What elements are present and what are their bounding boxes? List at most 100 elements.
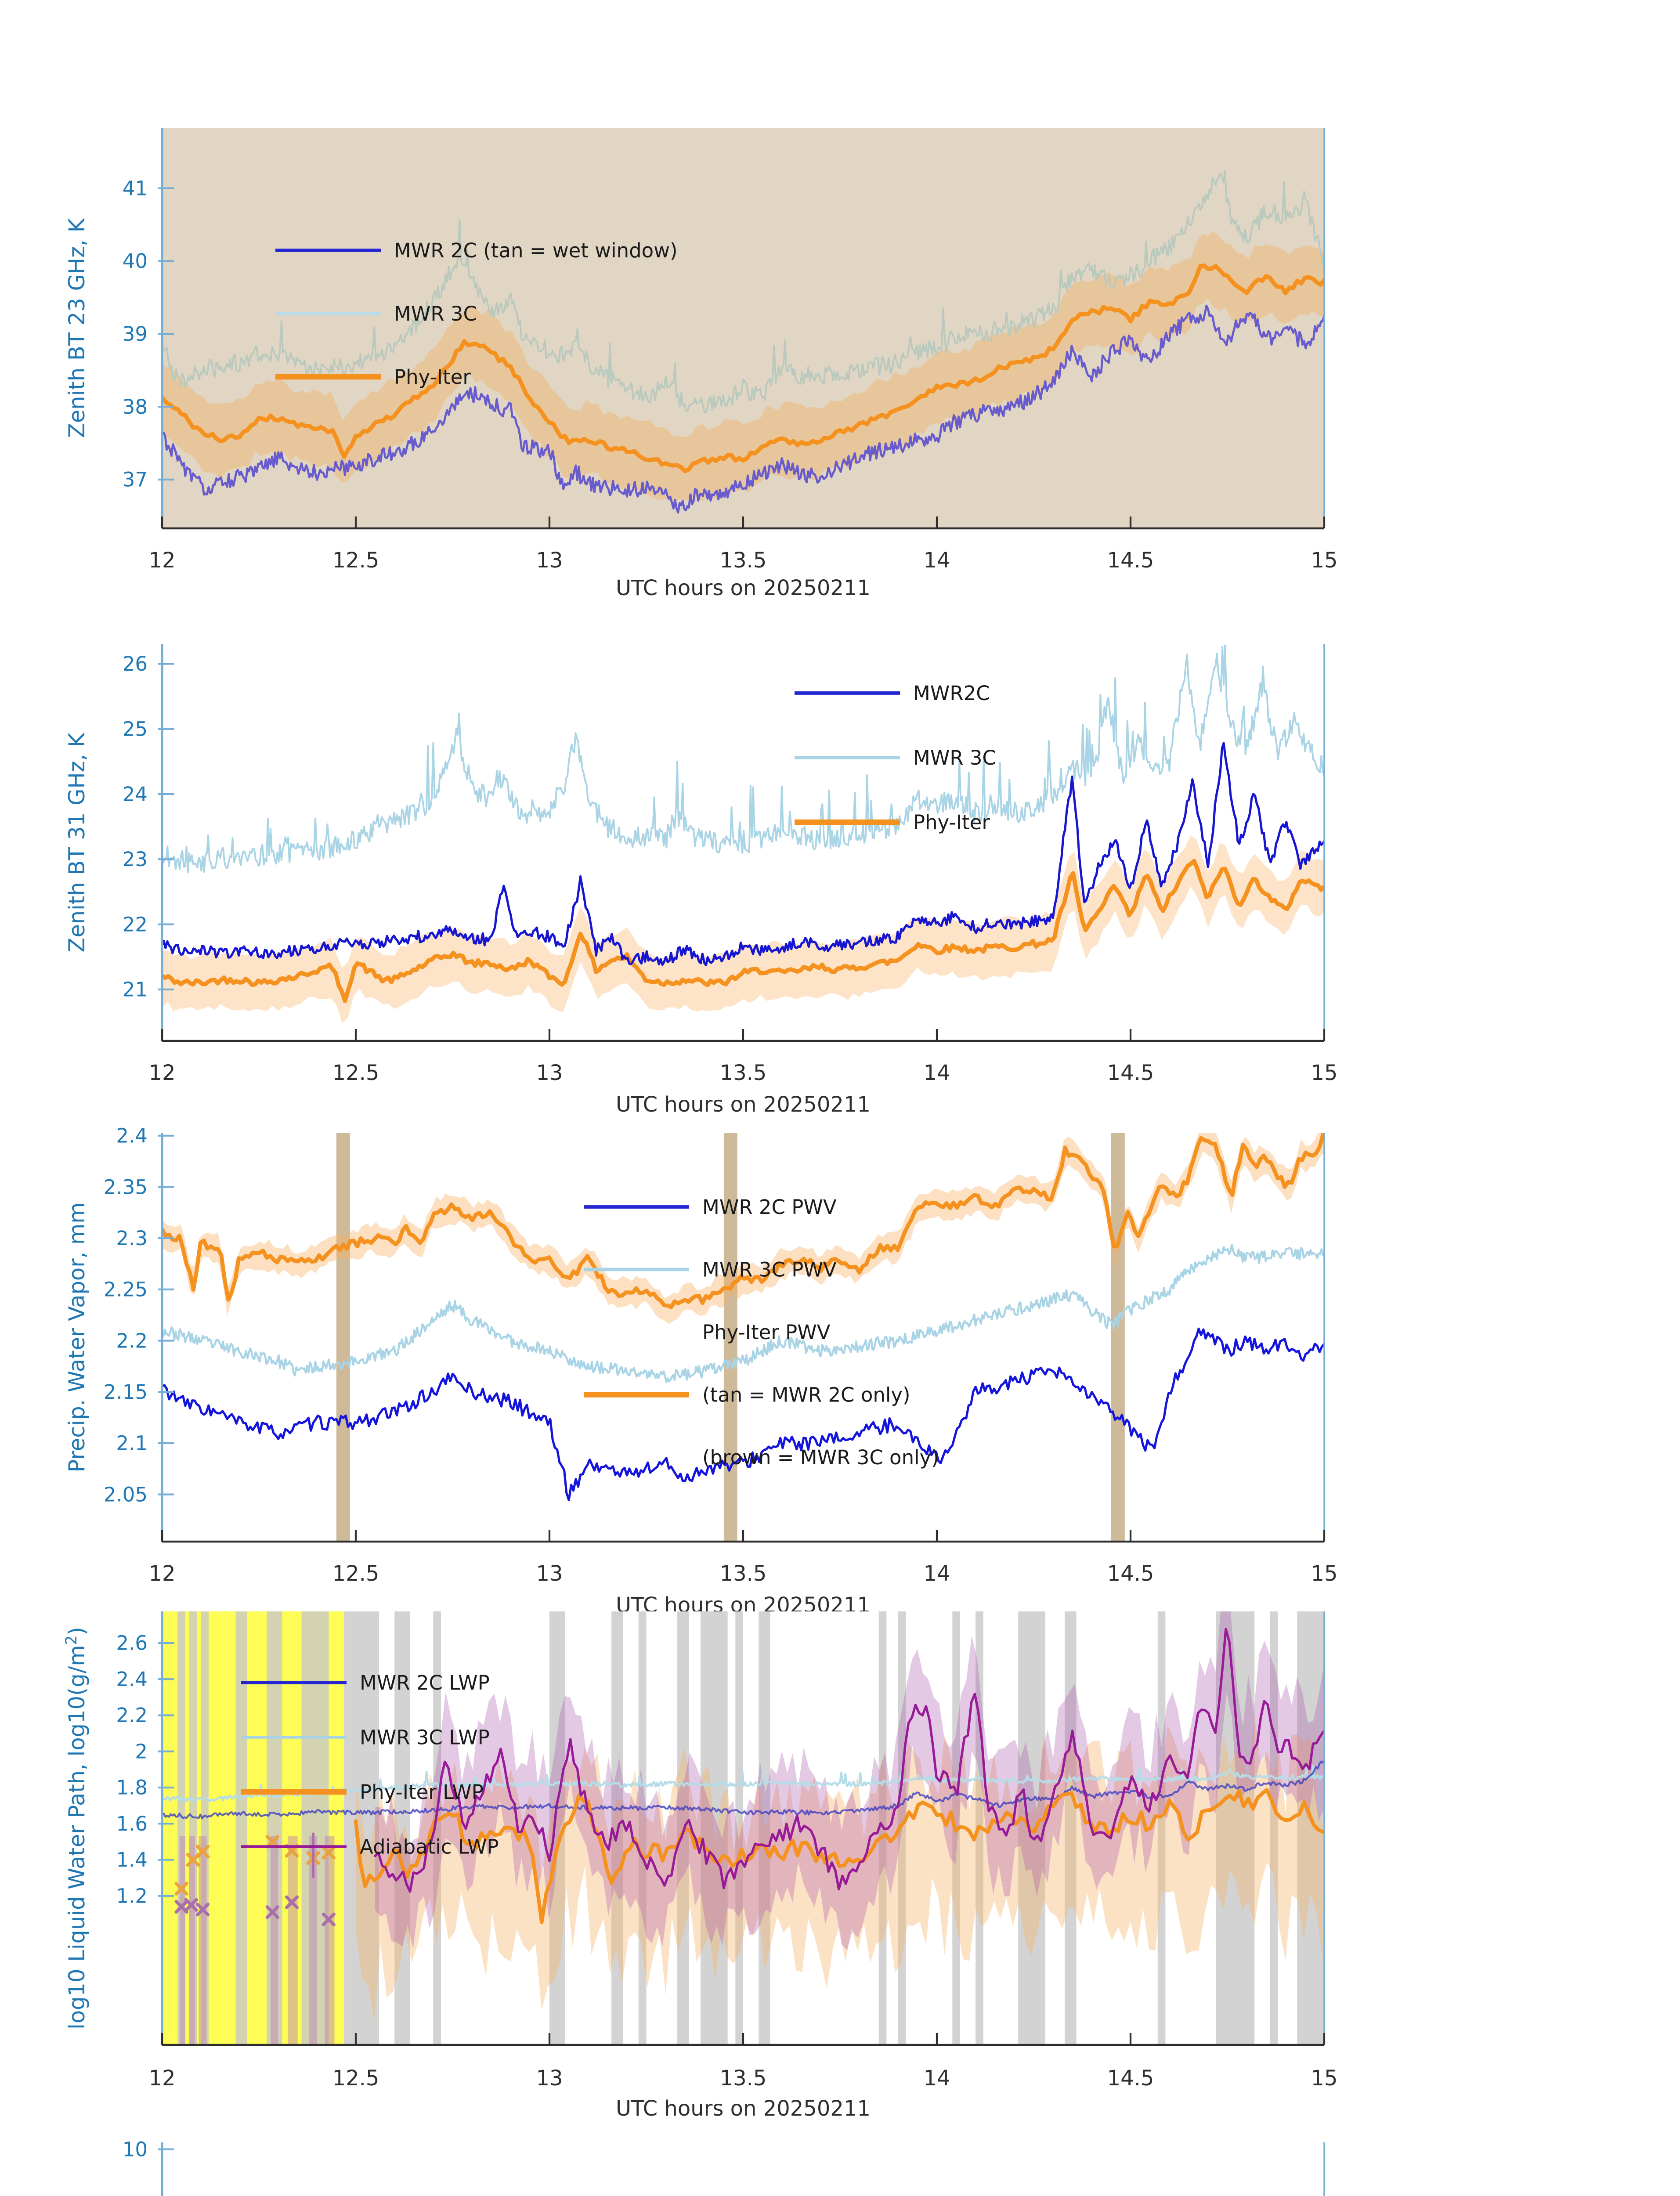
series-MWR2C [162,742,1324,967]
x-marker [196,1902,210,1917]
x-axis-label: UTC hours on 20250211 [616,576,871,600]
background-band [336,1133,350,1542]
y-tick-label: 2.4 [116,1124,148,1148]
y-tick-label: 24 [123,783,148,806]
background-band [189,1836,195,2044]
x-tick-label: 14 [923,548,950,573]
background-band [1018,1611,1045,2045]
series-MWR 2C [162,304,1324,514]
y-tick-label: 25 [123,718,148,741]
y-tick-label: 40 [123,249,148,273]
y-tick-label: 41 [123,177,148,200]
y-tick-label: 2.1 [116,1432,148,1455]
band-phy-iter-band [162,835,1324,1023]
plot-area [162,1133,1324,1542]
x-marker [322,1846,336,1860]
legend-label: MWR 2C PWV [702,1196,837,1219]
x-axis-label: UTC hours on 20250211 [616,2096,871,2121]
x-axis-label: UTC hours on 20250211 [616,1092,871,1117]
series-MWR 3C PWV [162,1243,1324,1383]
y-axis-label: Precip. Water Vapor, mm [64,1203,90,1473]
series-MWR 2C PWV [162,1327,1324,1502]
y-tick-label: 2.25 [104,1278,148,1301]
x-tick-label: 13 [536,548,563,573]
series-Phy-Iter PWV [162,1133,1324,1309]
x-tick-label: 13 [536,2066,563,2091]
x-tick-label: 13.5 [720,1561,767,1586]
series-MWR 3C [162,170,1324,413]
background-band [199,1836,207,2044]
y-tick-label: 23 [123,848,148,871]
y-tick-label: 2.2 [116,1704,148,1727]
background-band [288,1836,298,2044]
x-marker [196,1845,210,1859]
x-tick-label: 12 [148,548,175,573]
background-band [638,1611,647,2045]
legend-label: Phy-Iter [394,365,471,389]
background-band [309,1836,317,2044]
chart-1: 21 22 23 24 25 26 12 12.5 13 13.5 14 14.5 15 Zenith B… [64,644,1338,1117]
plot-area [162,2142,1324,2196]
x-tick-label: 14 [923,1561,950,1586]
legend-label: (tan = MWR 2C only) [702,1383,910,1406]
legend-label: MWR 3C [913,746,996,769]
y-tick-label: 1.2 [116,1884,148,1907]
y-tick-label: 2.2 [116,1329,148,1352]
y-tick-label: 26 [123,652,148,675]
series-MWR 2C LWP [162,1758,1324,1820]
x-marker [184,1898,198,1912]
y-tick-label: 2.35 [104,1175,148,1199]
series-Phy-Iter LWP [354,1788,1324,1924]
y-tick-label: 38 [123,395,148,419]
y-tick-label: 2.15 [104,1380,148,1404]
legend-label: Adiabatic LWP [360,1835,499,1858]
background-band [735,1611,743,2045]
x-tick-label: 15 [1311,1061,1337,1085]
background-band [1270,1611,1278,2045]
band-phy-iter-pwv-band [162,1133,1324,1324]
y-tick-label: 2.4 [116,1668,148,1691]
x-tick-label: 13.5 [720,1061,767,1085]
legend-label: Phy-Iter LWP [360,1781,484,1804]
y-tick-label: 2.3 [116,1227,148,1250]
x-tick-label: 12.5 [332,2066,379,2091]
y-tick-label: 22 [123,913,148,936]
background-band [700,1611,728,2045]
background-band [723,1133,737,1542]
y-tick-label: 21 [123,978,148,1001]
legend-label: (brown = MWR 3C only) [702,1446,939,1469]
legend: MWR 2C PWV MWR 3C PWV Phy-Iter PWV (tan = M… [584,1196,939,1469]
background-band [177,1611,185,2045]
background-band [1157,1611,1166,2045]
x-tick-label: 12.5 [332,1061,379,1085]
background-band [270,1836,278,2044]
legend-label: MWR 2C LWP [360,1671,490,1694]
y-axis-label: log10 Liquid Water Path, log10(g/m2) [63,1627,90,2030]
band-adiabatic-band [375,1611,1324,1950]
background-band [325,1836,335,2044]
x-tick-label: 13 [536,1061,563,1085]
y-tick-label: 37 [123,468,148,491]
x-tick-label: 12 [148,1061,175,1085]
y-tick-label: 10 [123,2138,148,2161]
x-tick-label: 12.5 [332,1561,379,1586]
series-Phy-Iter [162,264,1324,473]
legend-label: MWR 3C PWV [702,1258,837,1281]
y-tick-label: 1.4 [116,1848,148,1871]
x-tick-label: 14 [923,1061,950,1085]
x-marker [174,1882,188,1896]
legend-label: Phy-Iter [913,811,990,834]
legend-label: MWR 3C LWP [360,1726,490,1749]
x-marker [265,1905,279,1919]
y-axis-label: Zenith BT 31 GHz, K [64,732,90,953]
legend: MWR 2C LWP MWR 3C LWP Phy-Iter LWP Adiabati… [241,1671,499,1858]
legend: MWR2C MWR 3C Phy-Iter [795,682,996,834]
legend-label: MWR 3C [394,302,477,325]
x-tick-label: 13.5 [720,548,767,573]
series-Phy-Iter [162,859,1324,1003]
background-band [235,1611,248,2045]
x-tick-label: 14.5 [1107,548,1154,573]
x-tick-label: 12.5 [332,548,379,573]
